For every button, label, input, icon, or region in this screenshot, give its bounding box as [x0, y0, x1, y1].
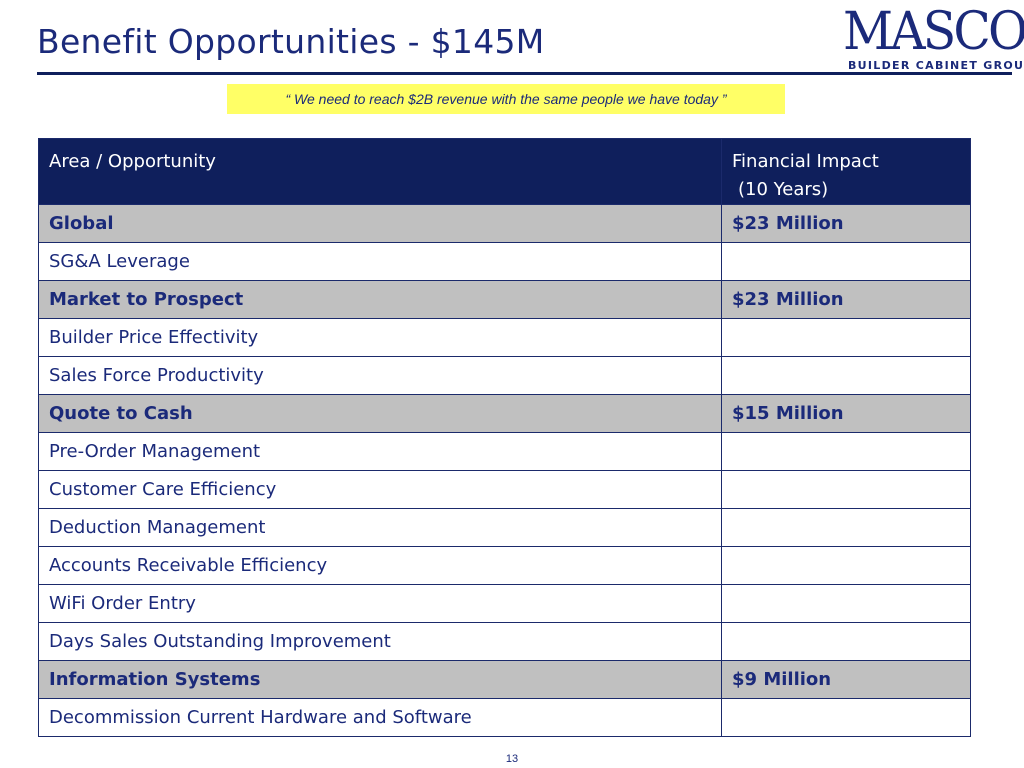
row-area-cell: Decommission Current Hardware and Softwa…	[38, 698, 722, 737]
row-impact-cell: $23 Million	[721, 280, 971, 319]
table-row: Accounts Receivable Efficiency	[38, 546, 971, 585]
row-area-cell: WiFi Order Entry	[38, 584, 722, 623]
row-area-cell: Quote to Cash	[38, 394, 722, 433]
row-impact-cell: $15 Million	[721, 394, 971, 433]
row-area-cell: Accounts Receivable Efficiency	[38, 546, 722, 585]
row-impact-cell: $9 Million	[721, 660, 971, 699]
table-group-row: Market to Prospect $23 Million	[38, 280, 971, 319]
table-group-row: Quote to Cash $15 Million	[38, 394, 971, 433]
table-row: WiFi Order Entry	[38, 584, 971, 623]
page-number: 13	[505, 753, 519, 765]
row-impact-cell	[721, 698, 971, 737]
row-area-cell: Global	[38, 204, 722, 243]
table-row: Builder Price Effectivity	[38, 318, 971, 357]
table-body: Global $23 Million SG&A Leverage Market to …	[38, 204, 971, 737]
row-impact-cell	[721, 470, 971, 509]
table-row: Days Sales Outstanding Improvement	[38, 622, 971, 661]
table-row: Customer Care Efficiency	[38, 470, 971, 509]
table-row: Pre-Order Management	[38, 432, 971, 471]
row-area-cell: SG&A Leverage	[38, 242, 722, 281]
row-area-cell: Days Sales Outstanding Improvement	[38, 622, 722, 661]
table-row: Decommission Current Hardware and Softwa…	[38, 698, 971, 737]
row-impact-cell	[721, 242, 971, 281]
header-area: Area / Opportunity	[38, 138, 722, 205]
row-impact-cell	[721, 546, 971, 585]
header-impact-line1: Financial Impact	[732, 151, 879, 172]
benefit-table: Area / Opportunity Financial Impact (10 …	[38, 138, 971, 737]
table-header-row: Area / Opportunity Financial Impact (10 …	[38, 138, 971, 205]
table-group-row: Information Systems $9 Million	[38, 660, 971, 699]
row-area-cell: Deduction Management	[38, 508, 722, 547]
logo-wordmark: MASCO	[843, 2, 1024, 62]
row-area-cell: Information Systems	[38, 660, 722, 699]
quote-banner: “ We need to reach $2B revenue with the …	[227, 84, 785, 114]
row-area-cell: Pre-Order Management	[38, 432, 722, 471]
row-area-cell: Market to Prospect	[38, 280, 722, 319]
row-area-cell: Sales Force Productivity	[38, 356, 722, 395]
row-impact-cell	[721, 622, 971, 661]
table-row: Sales Force Productivity	[38, 356, 971, 395]
row-impact-cell	[721, 318, 971, 357]
masco-logo: MASCO BUILDER CABINET GROUP	[843, 4, 1024, 72]
table-row: SG&A Leverage	[38, 242, 971, 281]
row-impact-cell	[721, 432, 971, 471]
table-row: Deduction Management	[38, 508, 971, 547]
row-impact-cell	[721, 508, 971, 547]
slide-title: Benefit Opportunities - $145M	[37, 22, 545, 61]
row-impact-cell: $23 Million	[721, 204, 971, 243]
row-area-cell: Builder Price Effectivity	[38, 318, 722, 357]
row-area-cell: Customer Care Efficiency	[38, 470, 722, 509]
row-impact-cell	[721, 584, 971, 623]
table-group-row: Global $23 Million	[38, 204, 971, 243]
row-impact-cell	[721, 356, 971, 395]
header-impact-line2: (10 Years)	[738, 179, 829, 200]
logo-subtitle: BUILDER CABINET GROUP	[848, 59, 1024, 72]
title-divider	[37, 72, 1012, 75]
header-financial-impact: Financial Impact (10 Years)	[721, 138, 971, 205]
